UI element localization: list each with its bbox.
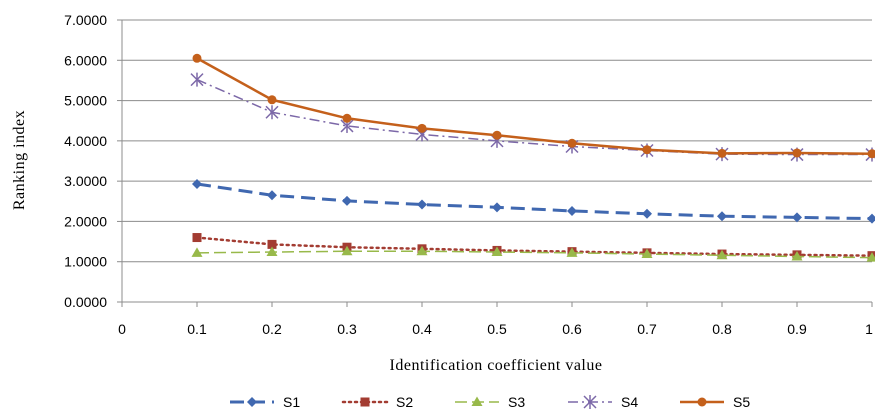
x-tick-label: 0.7 bbox=[637, 321, 657, 337]
y-tick-label: 1.0000 bbox=[64, 254, 107, 270]
data-point-s1 bbox=[642, 208, 652, 219]
x-axis-title: Identification coefficient value bbox=[390, 357, 603, 374]
legend-item-s5: S5 bbox=[680, 394, 750, 409]
tick-labels: 0.0000 1.0000 2.0000 3.0000 4.0000 5.0000 6.00… bbox=[64, 12, 873, 337]
x-tick-label: 0.1 bbox=[187, 321, 207, 337]
data-point-s1 bbox=[717, 211, 727, 222]
data-point-s3 bbox=[491, 246, 503, 257]
x-tick-label: 1 bbox=[865, 321, 873, 337]
data-point-s3 bbox=[266, 246, 278, 257]
x-tick-label: 0.5 bbox=[487, 321, 507, 337]
data-point-s3 bbox=[191, 247, 203, 257]
data-point-s3 bbox=[716, 249, 728, 260]
data-point-s3 bbox=[866, 252, 875, 262]
x-tick-label: 0.2 bbox=[262, 321, 282, 337]
y-tick-label: 4.0000 bbox=[64, 133, 107, 149]
data-point-s1 bbox=[792, 212, 802, 223]
data-point-s5 bbox=[492, 130, 502, 140]
series-s3 bbox=[191, 245, 875, 262]
x-tick-label: 0.3 bbox=[337, 321, 357, 337]
series-lines bbox=[190, 53, 875, 262]
legend-item-s3: S3 bbox=[455, 394, 525, 409]
data-point-s5 bbox=[417, 123, 427, 133]
data-point-s3 bbox=[416, 245, 428, 256]
legend-label-s3: S3 bbox=[508, 394, 525, 409]
legend-label-s2: S2 bbox=[396, 394, 413, 409]
y-tick-label: 6.0000 bbox=[64, 52, 107, 68]
legend-marker-s4 bbox=[583, 395, 597, 409]
data-point-s5 bbox=[267, 95, 277, 105]
data-point-s4 bbox=[265, 105, 279, 120]
data-point-s3 bbox=[341, 245, 353, 256]
data-point-s1 bbox=[267, 190, 277, 201]
series-line-s4 bbox=[196, 78, 872, 156]
series-line-s3 bbox=[196, 250, 873, 259]
data-point-s5 bbox=[867, 149, 875, 159]
data-point-s1 bbox=[867, 213, 875, 224]
x-tick-label: 0.6 bbox=[562, 321, 582, 337]
data-point-s3 bbox=[566, 247, 578, 257]
legend-label-s5: S5 bbox=[733, 394, 750, 409]
y-tick-label: 2.0000 bbox=[64, 213, 107, 229]
series-s5 bbox=[192, 53, 875, 159]
data-point-s2 bbox=[192, 233, 202, 243]
data-point-s1 bbox=[417, 199, 427, 210]
legend-marker-s1 bbox=[247, 397, 257, 407]
series-s1 bbox=[192, 178, 875, 224]
series-s4 bbox=[190, 72, 875, 162]
y-tick-label: 0.0000 bbox=[64, 294, 107, 310]
x-tick-label: 0.4 bbox=[412, 321, 432, 337]
series-s2 bbox=[192, 233, 875, 261]
axes bbox=[117, 19, 873, 307]
y-tick-label: 7.0000 bbox=[64, 12, 107, 28]
data-point-s5 bbox=[342, 113, 352, 123]
legend-item-s4: S4 bbox=[568, 394, 638, 409]
data-point-s1 bbox=[492, 202, 502, 213]
series-line-s1 bbox=[196, 182, 873, 221]
series-line-s5 bbox=[196, 57, 873, 155]
data-point-s1 bbox=[192, 178, 202, 189]
x-tick-label: 0 bbox=[118, 321, 126, 337]
data-point-s4 bbox=[190, 72, 204, 87]
data-point-s2 bbox=[267, 239, 277, 249]
legend-label-s1: S1 bbox=[283, 394, 300, 409]
data-point-s5 bbox=[567, 138, 577, 148]
data-point-s5 bbox=[192, 53, 202, 63]
data-point-s5 bbox=[792, 148, 802, 158]
data-point-s3 bbox=[641, 248, 653, 259]
legend: S1 S2 S3 S4 S5 bbox=[230, 394, 750, 409]
y-tick-label: 5.0000 bbox=[64, 93, 107, 109]
data-point-s1 bbox=[567, 205, 577, 216]
data-point-s5 bbox=[642, 145, 652, 155]
legend-label-s4: S4 bbox=[621, 394, 638, 409]
x-tick-label: 0.8 bbox=[712, 321, 732, 337]
series-line-s2 bbox=[195, 236, 874, 257]
data-point-s3 bbox=[791, 250, 803, 261]
y-axis-title: Ranking index bbox=[11, 110, 28, 210]
legend-item-s1: S1 bbox=[230, 394, 300, 409]
legend-marker-s3 bbox=[471, 396, 483, 406]
x-tick-label: 0.9 bbox=[787, 321, 807, 337]
legend-marker-s5 bbox=[697, 397, 707, 407]
data-point-s5 bbox=[717, 148, 727, 158]
data-point-s1 bbox=[342, 195, 352, 206]
legend-marker-s2 bbox=[360, 397, 370, 407]
legend-item-s2: S2 bbox=[341, 394, 413, 409]
y-tick-label: 3.0000 bbox=[64, 173, 107, 189]
